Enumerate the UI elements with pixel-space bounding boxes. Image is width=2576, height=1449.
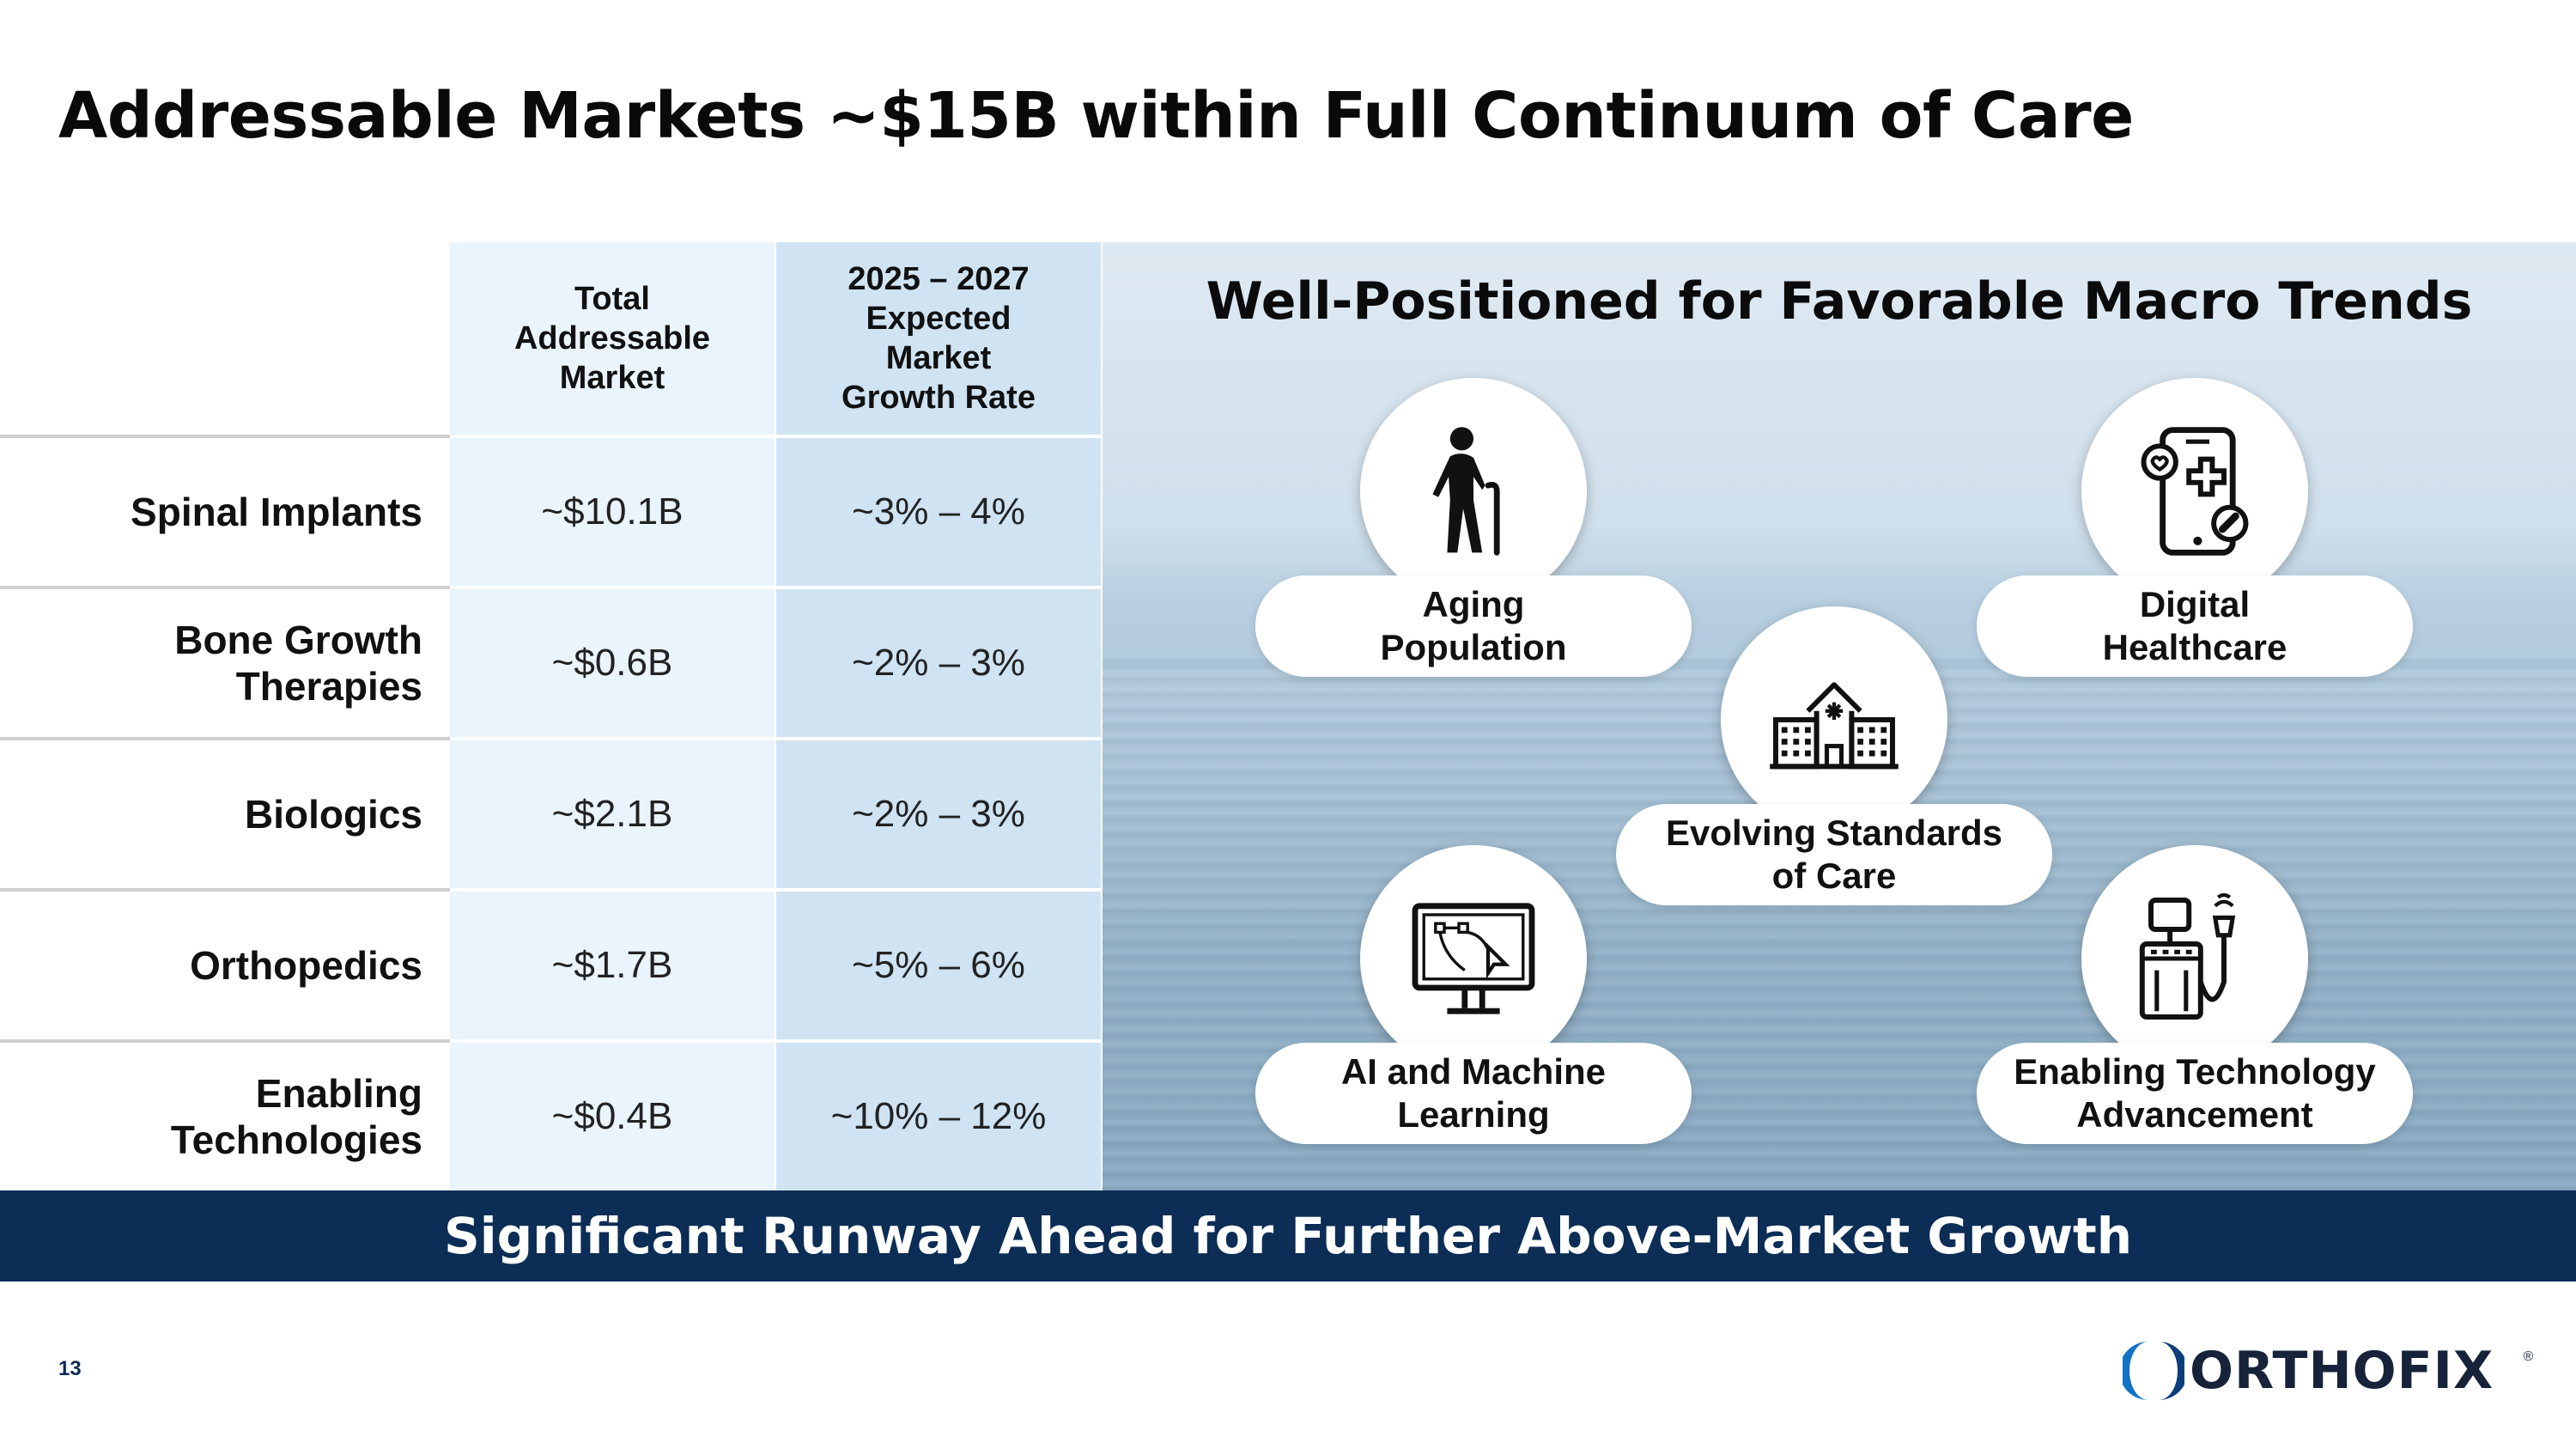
row-divider xyxy=(450,435,1101,438)
orthofix-logo: ORTHOFIX ® xyxy=(2123,1336,2533,1405)
hospital-icon xyxy=(1770,682,1899,770)
growth-value: ~5% – 6% xyxy=(852,944,1025,986)
mobile-health-icon xyxy=(2141,427,2249,556)
growth-value: ~10% – 12% xyxy=(830,1095,1047,1137)
row-divider xyxy=(450,888,1101,892)
row-label-bone-growth-therapies: Bone Growth Therapies xyxy=(174,618,422,709)
row-divider xyxy=(450,1039,1101,1043)
growth-value: ~2% – 3% xyxy=(852,793,1025,835)
growth-value: ~2% – 3% xyxy=(852,642,1025,684)
page-number: 13 xyxy=(58,1357,82,1380)
row-divider xyxy=(0,586,450,589)
enabling-technology-circle xyxy=(2081,845,2308,1072)
trends-title: Well-Positioned for Favorable Macro Tren… xyxy=(1206,271,2473,332)
row-label-enabling-technologies: Enabling Technologies xyxy=(170,1071,422,1162)
trend-label-evolving-standards: Evolving Standards of Care xyxy=(1616,804,2052,905)
tam-value: ~$2.1B xyxy=(551,793,673,835)
header-total-addressable-market: Total Addressable Market xyxy=(513,281,711,396)
tam-value: ~$0.4B xyxy=(551,1095,673,1137)
trend-label-digital-healthcare: Digital Healthcare xyxy=(1977,575,2413,677)
row-divider xyxy=(450,737,1101,740)
growth-column-bg xyxy=(776,242,1101,1190)
trend-label-ai-machine-learning: AI and Machine Learning xyxy=(1255,1043,1692,1144)
evolving-standards-circle xyxy=(1721,606,1947,833)
medical-device-icon xyxy=(2139,892,2236,1020)
row-divider xyxy=(0,435,450,438)
tam-column-bg xyxy=(450,242,775,1190)
digital-healthcare-circle xyxy=(2081,378,2308,605)
runway-banner: Significant Runway Ahead for Further Abo… xyxy=(0,1190,2576,1282)
computer-monitor-icon xyxy=(1412,903,1535,1014)
trend-label-aging-population: Aging Population xyxy=(1255,575,1692,677)
ai-machine-learning-circle xyxy=(1360,845,1587,1072)
page-title: Addressable Markets ~$15B within Full Co… xyxy=(58,79,2134,153)
row-divider xyxy=(0,888,450,892)
logo-registered-mark: ® xyxy=(2523,1349,2534,1364)
row-label-orthopedics: Orthopedics xyxy=(190,943,422,988)
header-growth-rate: 2025 – 2027 Expected Market Growth Rate xyxy=(841,261,1036,416)
tam-value: ~$1.7B xyxy=(551,944,673,986)
row-divider xyxy=(450,586,1101,589)
logo-wordmark: ORTHOFIX xyxy=(2190,1341,2494,1401)
row-label-spinal-implants: Spinal Implants xyxy=(131,490,422,534)
row-divider xyxy=(0,1039,450,1043)
macro-trends-panel: Well-Positioned for Favorable Macro Tren… xyxy=(1103,242,2576,1190)
row-divider xyxy=(0,737,450,740)
orthofix-mark-icon xyxy=(2123,1342,2184,1400)
tam-value: ~$10.1B xyxy=(541,490,683,533)
row-label-biologics: Biologics xyxy=(244,792,422,837)
aging-population-circle xyxy=(1360,378,1587,605)
elderly-person-icon xyxy=(1432,427,1500,556)
trend-label-enabling-technology: Enabling Technology Advancement xyxy=(1977,1043,2413,1144)
tam-value: ~$0.6B xyxy=(551,642,673,684)
growth-value: ~3% – 4% xyxy=(852,490,1025,533)
